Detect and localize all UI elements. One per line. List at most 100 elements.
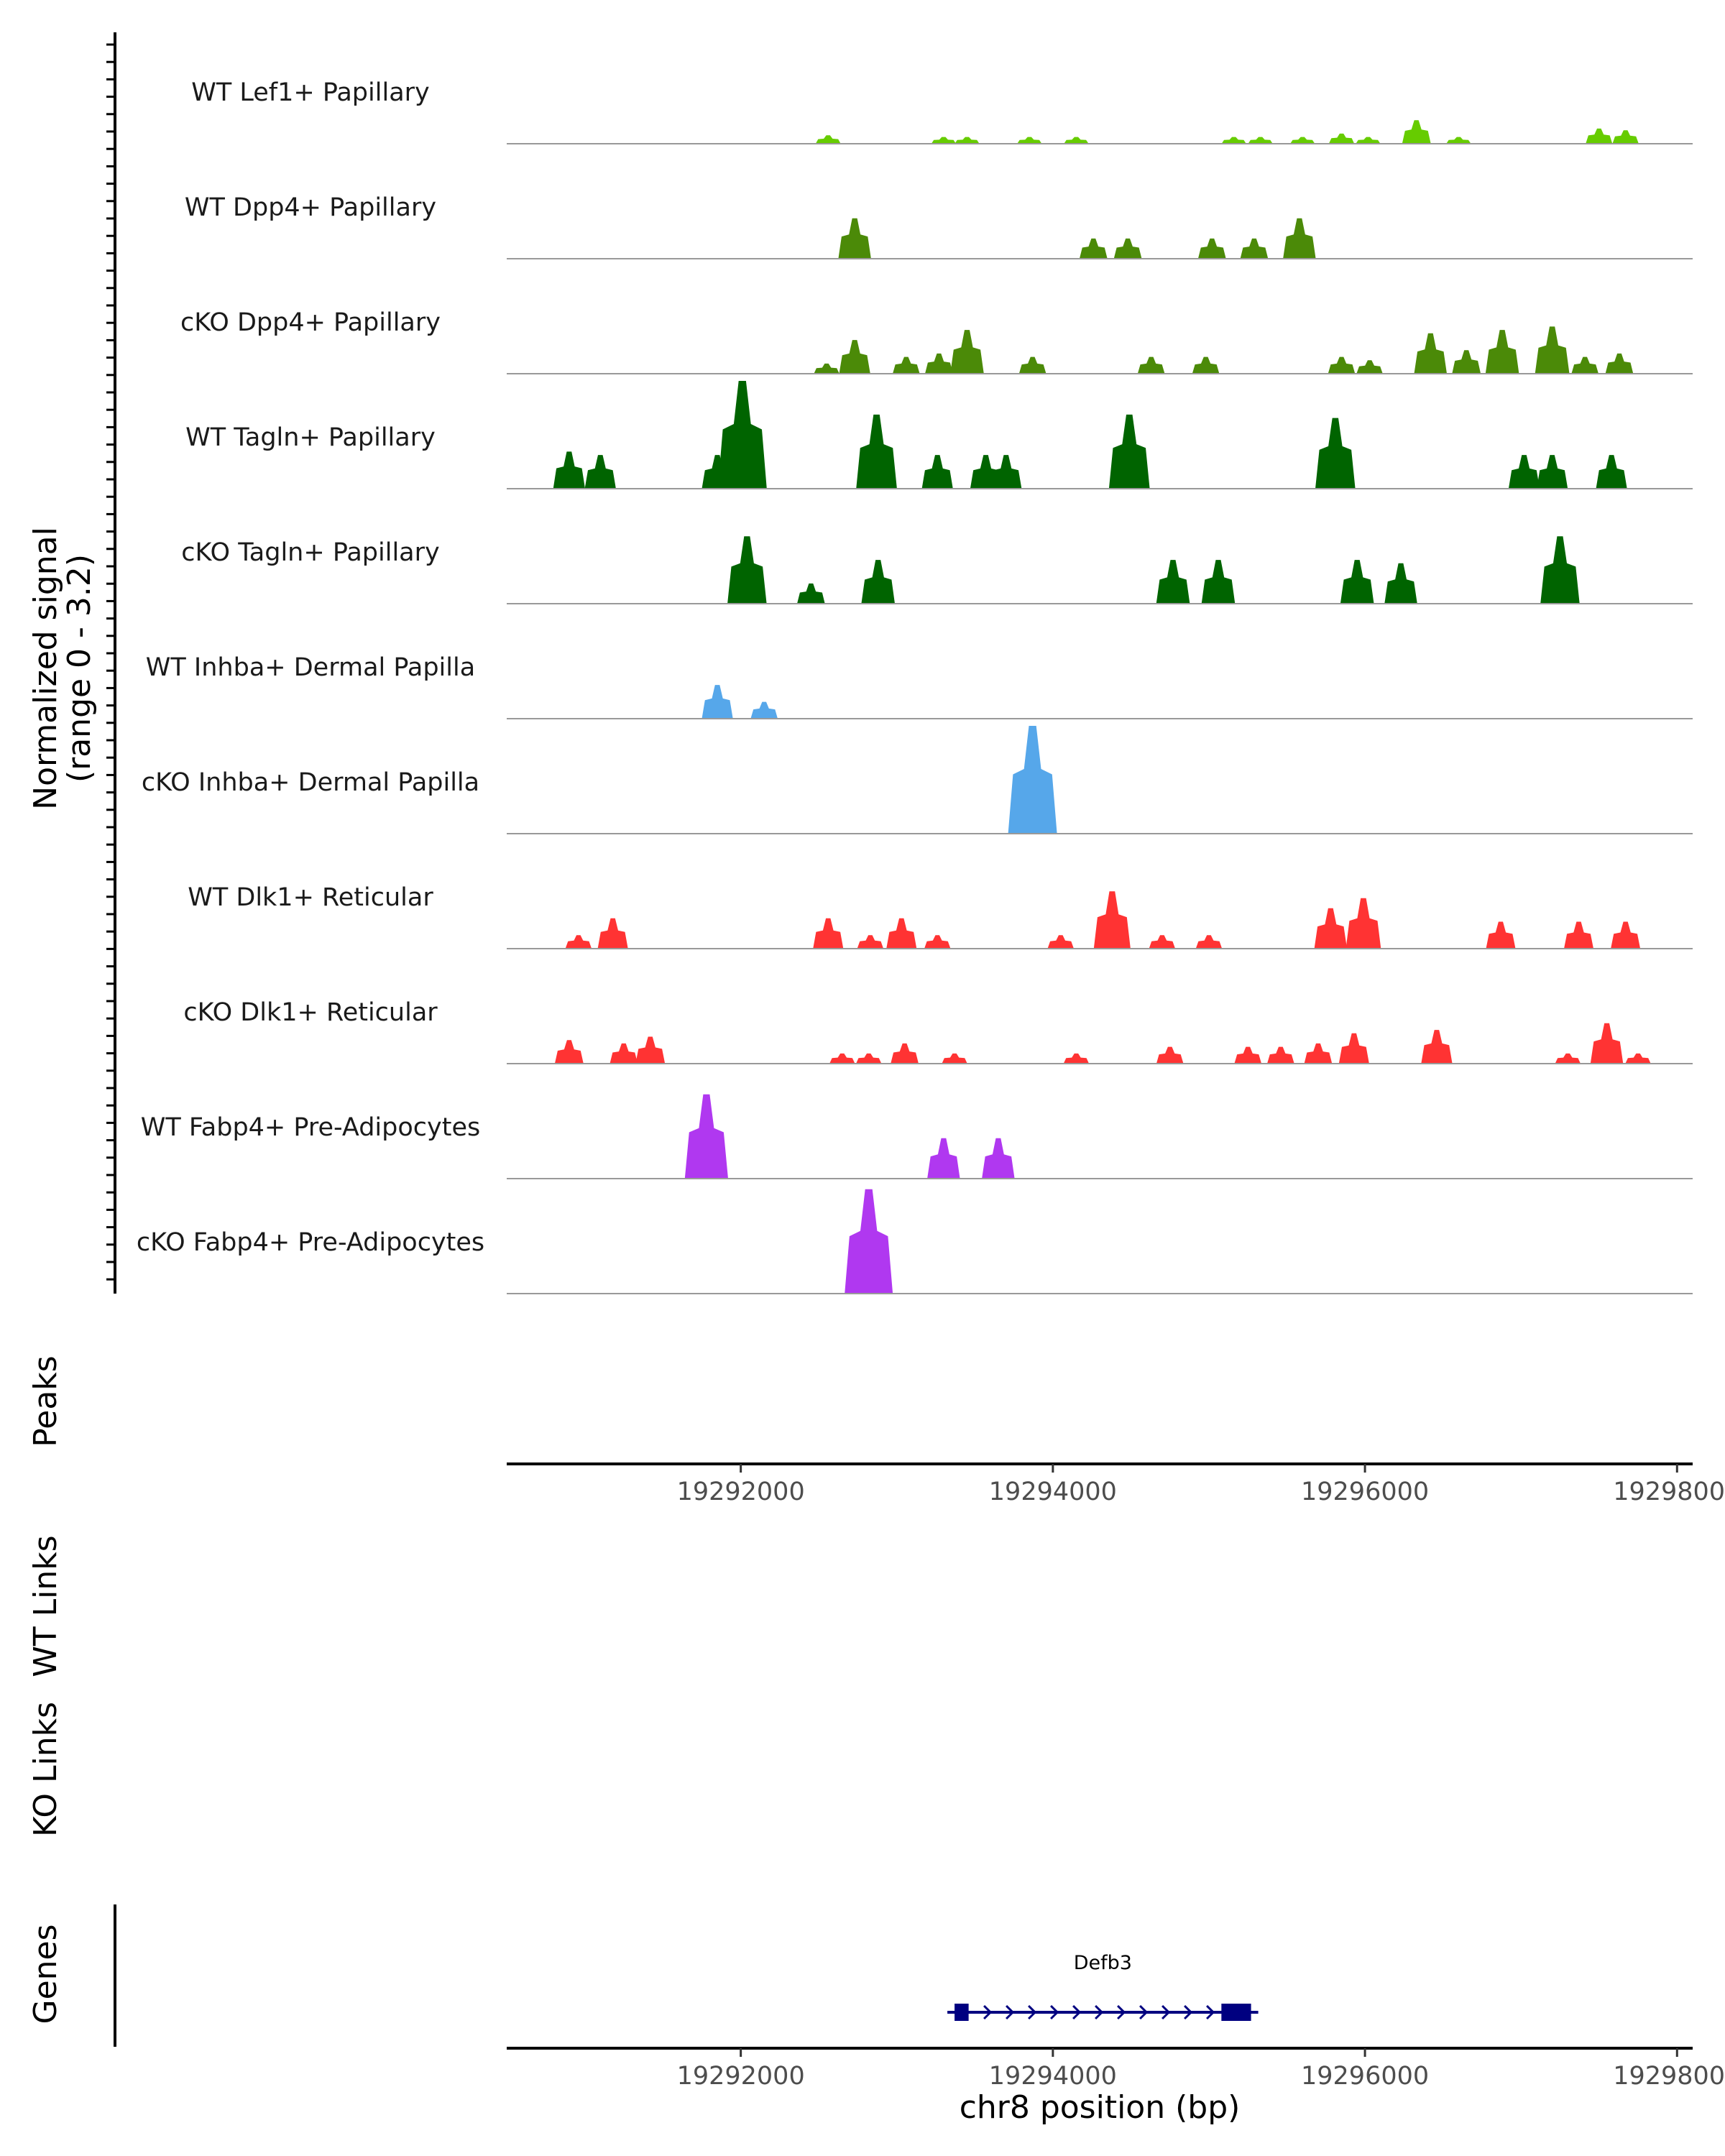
strand-arrow-icon <box>983 2004 993 2020</box>
signal-peak <box>924 935 951 949</box>
signal-peak <box>857 935 884 949</box>
gene-label: Defb3 <box>1074 1952 1132 1974</box>
signal-peak <box>797 583 825 604</box>
signal-peak <box>893 356 920 374</box>
signal-peak <box>891 1043 919 1064</box>
track-label: cKO Inhba+ Dermal Papilla <box>142 768 479 797</box>
signal-peak <box>886 918 917 949</box>
signal-peak <box>954 137 980 144</box>
signal-peak <box>1195 935 1223 949</box>
x-tick-label: 19294000 <box>989 2062 1117 2091</box>
signal-axis-title: Normalized signal <box>27 527 64 810</box>
signal-peak <box>584 455 616 489</box>
signal-peak <box>553 451 585 489</box>
track-label: WT Dlk1+ Reticular <box>188 883 433 912</box>
track-label: cKO Dpp4+ Papillary <box>180 308 441 337</box>
signal-peak <box>1346 898 1381 949</box>
signal-peak <box>990 455 1022 489</box>
track-label: cKO Dlk1+ Reticular <box>183 998 438 1027</box>
signal-peak <box>1508 455 1540 489</box>
signal-peak <box>1605 353 1634 374</box>
track-7: WT Dlk1+ Reticular <box>188 883 1693 949</box>
signal-peak <box>684 1094 728 1179</box>
signal-peak <box>1402 120 1431 144</box>
signal-peak <box>1540 536 1580 604</box>
strand-arrow-icon <box>1184 2004 1193 2020</box>
signal-peak <box>942 1053 967 1064</box>
x-tick-label: 19292000 <box>677 1478 805 1506</box>
signal-peak <box>554 1040 584 1064</box>
signal-peak <box>1234 1046 1262 1064</box>
signal-peak <box>1008 726 1057 834</box>
strand-arrow-icon <box>1117 2004 1126 2020</box>
track-label: cKO Tagln+ Papillary <box>181 538 440 567</box>
track-label: WT Inhba+ Dermal Papilla <box>146 653 475 682</box>
track-label: WT Dpp4+ Papillary <box>185 193 436 222</box>
strand-arrow-icon <box>1139 2004 1149 2020</box>
signal-peak <box>1240 238 1269 259</box>
signal-peak <box>1290 137 1315 144</box>
signal-peak <box>727 536 767 604</box>
signal-peak <box>1586 128 1613 144</box>
track-0: WT Lef1+ Papillary <box>191 78 1693 144</box>
signal-peak <box>813 918 844 949</box>
track-10: cKO Fabp4+ Pre-Adipocytes <box>137 1189 1693 1294</box>
signal-peak <box>1328 356 1356 374</box>
track-label: WT Fabp4+ Pre-Adipocytes <box>141 1113 480 1142</box>
signal-peak <box>1197 238 1226 259</box>
signal-peak <box>717 381 767 489</box>
track-9: WT Fabp4+ Pre-Adipocytes <box>141 1094 1693 1179</box>
gene-exon <box>1221 2004 1251 2021</box>
strand-arrow-icon <box>1162 2004 1171 2020</box>
signal-peak <box>927 1138 960 1179</box>
strand-arrow-icon <box>1072 2004 1082 2020</box>
signal-peak <box>1113 238 1142 259</box>
signal-peak <box>1201 560 1236 604</box>
strand-arrow-icon <box>1095 2004 1104 2020</box>
signal-peak <box>861 560 895 604</box>
track-3: WT Tagln+ Papillary <box>185 381 1693 489</box>
signal-peak <box>1625 1053 1651 1064</box>
strand-arrow-icon <box>1050 2004 1059 2020</box>
signal-peak <box>1248 137 1273 144</box>
signal-peak <box>1564 921 1593 949</box>
track-label: WT Lef1+ Papillary <box>191 78 430 107</box>
signal-peak <box>1063 1053 1090 1064</box>
signal-peak <box>610 1043 638 1064</box>
signal-peak <box>856 414 897 489</box>
signal-peak <box>921 455 953 489</box>
signal-peak <box>1612 130 1639 144</box>
signal-peak <box>1485 330 1519 374</box>
signal-peak <box>950 330 984 374</box>
signal-peak <box>1221 137 1246 144</box>
strand-arrow-icon <box>1028 2004 1037 2020</box>
signal-peak <box>1192 356 1220 374</box>
signal-peak <box>838 218 871 259</box>
signal-peak <box>829 1053 855 1064</box>
signal-peak <box>1149 935 1176 949</box>
peaks-panel-label: Peaks <box>27 1355 64 1447</box>
x-axis-title: chr8 position (bp) <box>960 2089 1241 2126</box>
track-5: WT Inhba+ Dermal Papilla <box>146 653 1693 719</box>
signal-peak <box>1486 921 1516 949</box>
coverage-tracks: WT Lef1+ Papillary WT Dpp4+ Papillary cKO … <box>137 78 1693 1294</box>
gene-annotations: Defb3 <box>947 1952 1259 2021</box>
signal-peak <box>856 1053 882 1064</box>
signal-peak <box>1017 137 1042 144</box>
signal-peak <box>1421 1030 1453 1064</box>
signal-peak <box>982 1138 1015 1179</box>
genes-x-ticks: 19292000 19294000 19296000 19298000 <box>677 2048 1725 2091</box>
signal-peak <box>839 340 870 374</box>
track-6: cKO Inhba+ Dermal Papilla <box>142 726 1693 834</box>
signal-peak <box>597 918 628 949</box>
x-tick-label: 19296000 <box>1301 2062 1429 2091</box>
signal-peak <box>1338 1033 1369 1064</box>
x-tick-label: 19298000 <box>1613 1478 1725 1506</box>
signal-peak <box>635 1036 666 1064</box>
signal-peak <box>1064 137 1089 144</box>
signal-peak <box>1356 360 1383 374</box>
track-8: cKO Dlk1+ Reticular <box>183 998 1693 1064</box>
x-tick-label: 19296000 <box>1301 1478 1429 1506</box>
track-2: cKO Dpp4+ Papillary <box>180 308 1693 374</box>
